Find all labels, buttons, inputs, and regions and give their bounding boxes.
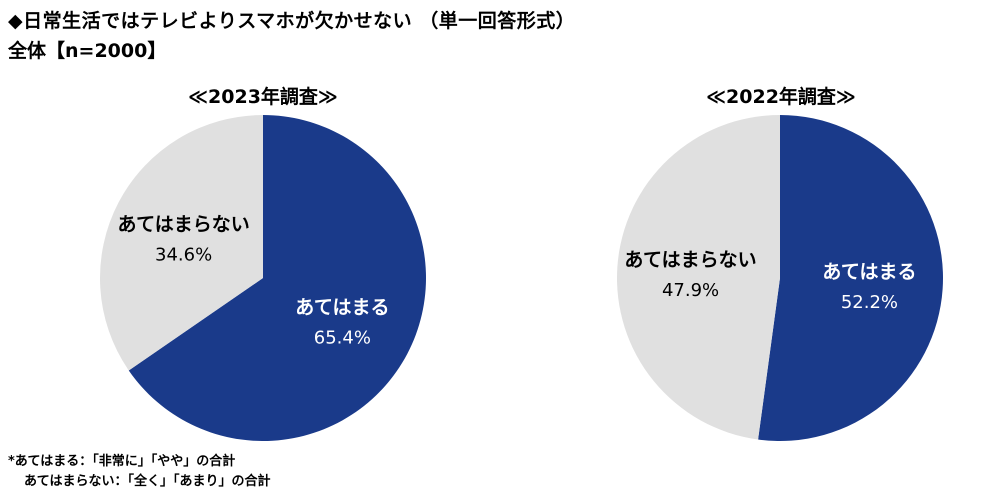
chart-title-2023: ≪2023年調査≫ [188,86,338,108]
slice-label-2023-applies: あてはまる [295,297,389,319]
chart-title-2022: ≪2022年調査≫ [706,86,856,108]
slice-label-2022-applies: あてはまる [822,261,916,283]
slice-value-2023-applies: 65.4% [314,328,371,349]
page-subtitle: 全体【n=2000】 [8,40,167,62]
footnote-applies: *あてはまる：「非常に」「やや」の合計 [8,454,236,469]
slice-value-2022-not-applies: 47.9% [662,280,719,301]
page-title: ◆日常生活ではテレビよりスマホが欠かせない （単一回答形式） [8,10,576,32]
slice-value-2023-not-applies: 34.6% [155,244,212,265]
pie-slice-2022-not-applies [617,115,780,440]
slice-value-2022-applies: 52.2% [841,292,898,313]
slice-label-2023-not-applies: あてはまらない [118,213,250,235]
footnotes: *あてはまる：「非常に」「やや」の合計 あてはまらない：「全く」「あまり」の合計 [8,452,270,492]
footnote-not-applies: あてはまらない：「全く」「あまり」の合計 [24,474,271,489]
pie-slice-2023-applies [128,115,426,442]
slice-label-2022-not-applies: あてはまらない [624,249,756,271]
pie-slice-2022-applies [758,115,944,441]
pie-slice-2023-not-applies [99,115,263,371]
